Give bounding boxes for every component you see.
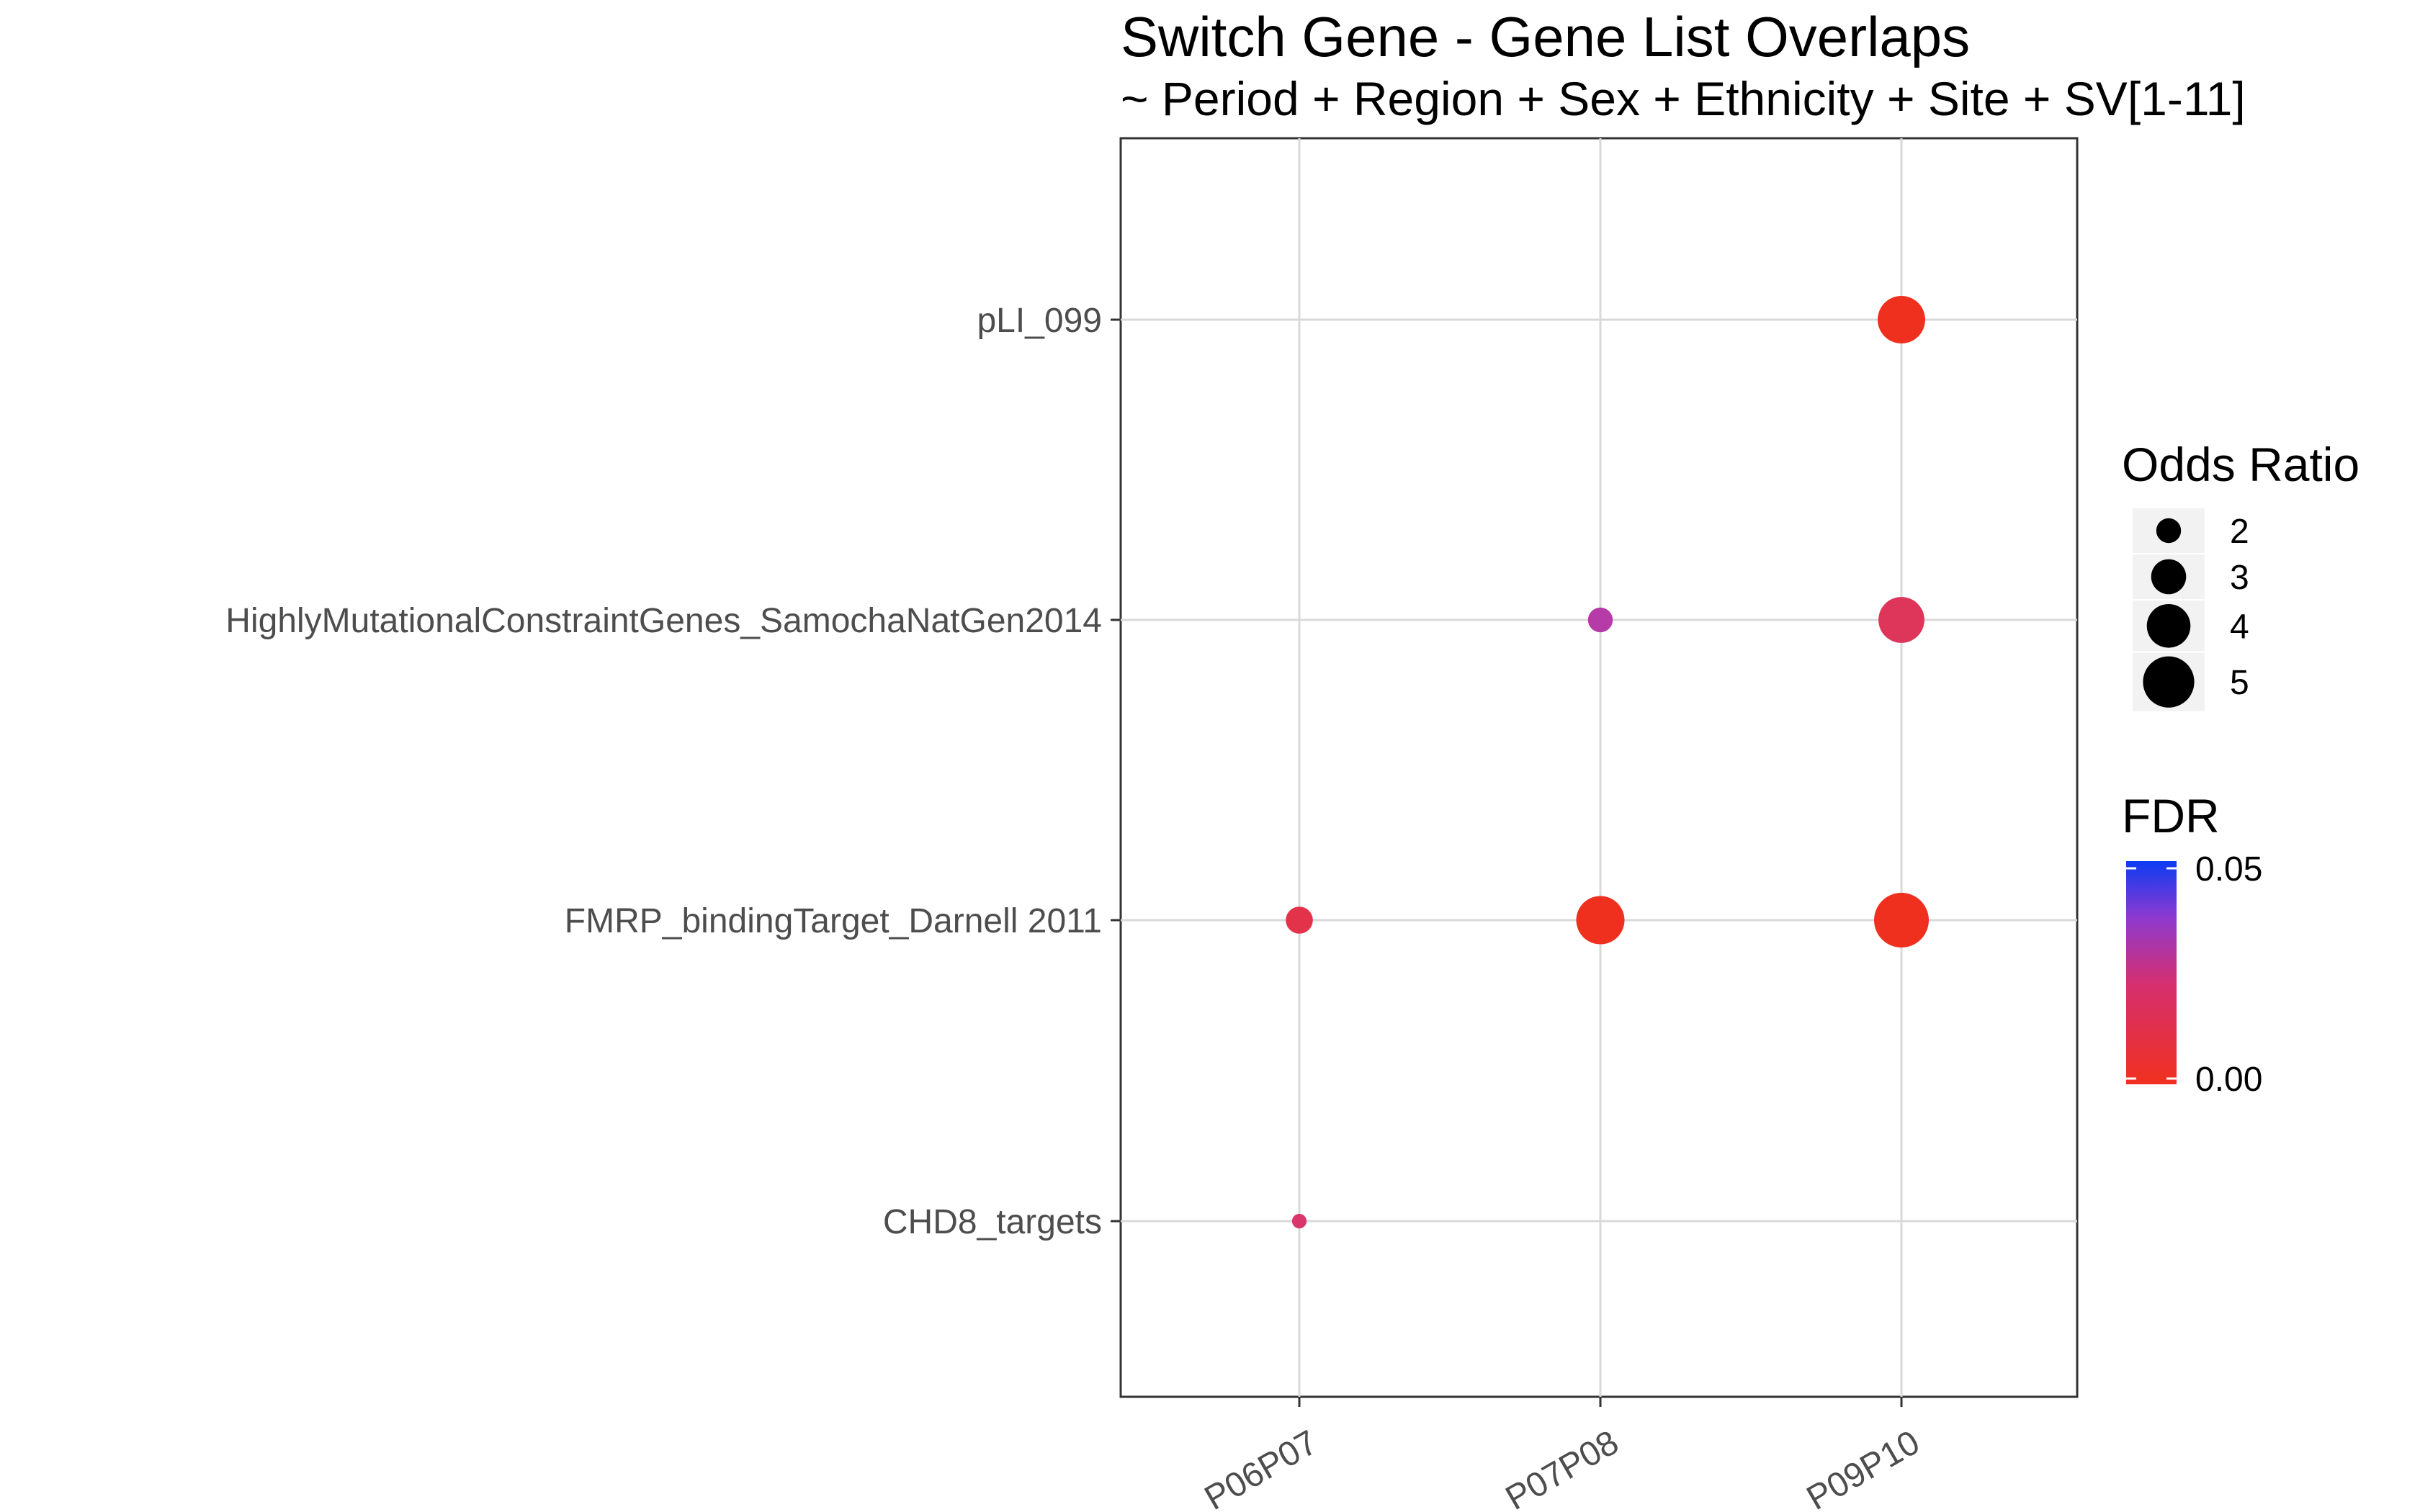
size-legend: Odds Ratio 2 3 4 5 [2122,438,2360,711]
size-legend-label: 5 [2230,664,2249,702]
data-point [1874,893,1929,948]
colorbar-label-high: 0.05 [2195,850,2262,888]
size-legend-label: 2 [2230,513,2249,551]
size-legend-key [2146,604,2191,648]
x-tick-label: P09P10 [1801,1423,1926,1512]
y-tick-label: FMRP_bindingTarget_Darnell 2011 [565,902,1102,940]
chart-title: Switch Gene - Gene List Overlaps [1121,5,1970,68]
plot-panel [1119,137,2079,1398]
data-point [1587,607,1613,633]
data-points [1286,296,1929,1229]
y-tick-label: HighlyMutationalConstraintGenes_SamochaN… [225,602,1102,640]
size-legend-label: 4 [2230,608,2249,646]
colorbar-label-low: 0.00 [2195,1061,2262,1099]
size-legend-key [2156,518,2182,544]
y-tick-label: CHD8_targets [883,1203,1102,1241]
size-legend-key [2143,656,2195,708]
size-legend-label: 3 [2230,559,2249,597]
y-tick-label: pLI_099 [977,302,1102,340]
x-tick-label: P06P07 [1198,1423,1324,1512]
color-legend-title: FDR [2122,789,2220,842]
chart-subtitle: ~ Period + Region + Sex + Ethnicity + Si… [1121,72,2246,125]
y-axis: pLI_099 HighlyMutationalConstraintGenes_S… [225,302,1121,1241]
x-tick-label: P07P08 [1500,1423,1625,1512]
size-legend-title: Odds Ratio [2122,438,2360,491]
data-point [1286,906,1313,934]
color-legend: FDR 0.05 0.00 [2122,789,2262,1099]
data-point [1878,597,1924,643]
x-axis: P06P07 P07P08 P09P10 [1198,1397,1926,1512]
data-point [1291,1213,1307,1229]
fdr-colorbar [2126,861,2177,1084]
data-point [1878,296,1925,343]
data-point [1576,896,1625,945]
size-legend-key [2151,559,2187,595]
